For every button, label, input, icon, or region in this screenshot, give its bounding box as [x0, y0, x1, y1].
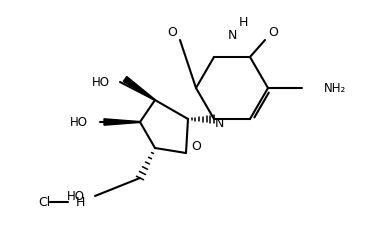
Text: H: H	[76, 196, 85, 209]
Polygon shape	[104, 119, 140, 125]
Polygon shape	[123, 77, 155, 100]
Text: HO: HO	[67, 190, 85, 202]
Text: HO: HO	[92, 76, 110, 88]
Text: N: N	[227, 28, 237, 41]
Text: O: O	[191, 141, 201, 154]
Text: H: H	[238, 15, 248, 28]
Text: N: N	[214, 117, 224, 129]
Text: HO: HO	[70, 115, 88, 128]
Text: O: O	[268, 26, 278, 38]
Text: Cl: Cl	[38, 196, 50, 209]
Text: O: O	[167, 26, 177, 38]
Text: NH₂: NH₂	[324, 82, 346, 95]
